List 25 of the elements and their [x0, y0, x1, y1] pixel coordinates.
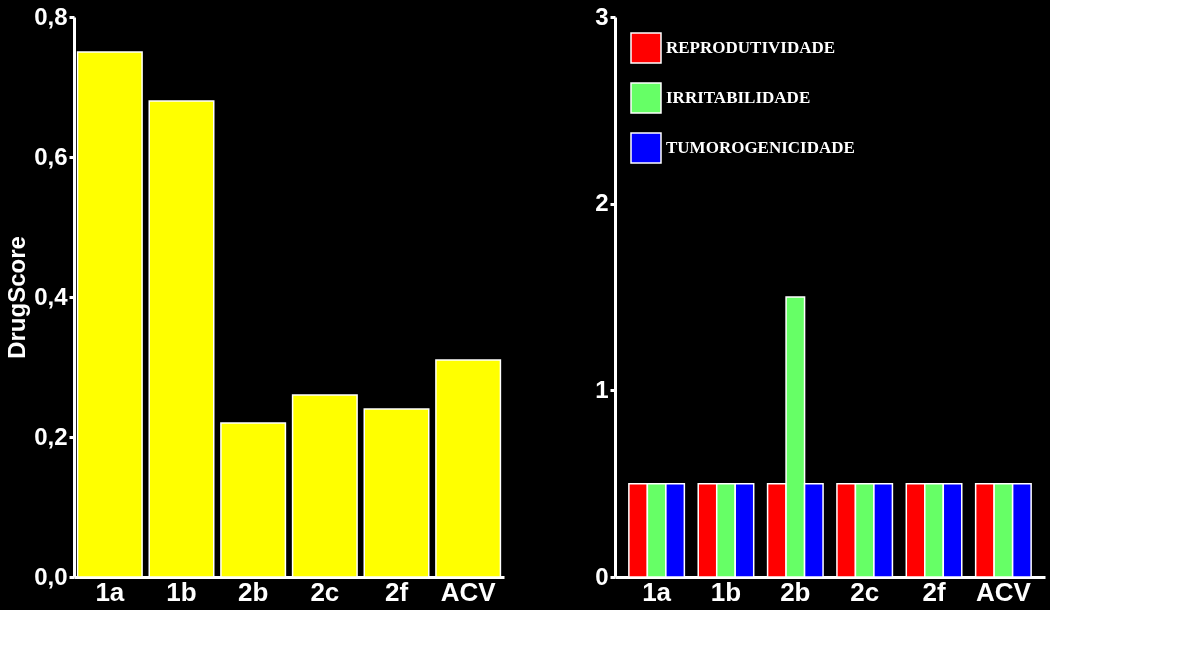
legend-label: REPRODUTIVIDADE	[666, 38, 836, 57]
x-tick-label: 1b	[710, 576, 742, 607]
y-tick-label: 0,0	[34, 562, 68, 590]
y-tick-label: 3	[595, 2, 609, 30]
x-tick-label: 2b	[237, 576, 269, 607]
x-tick-label: 2f	[922, 576, 946, 607]
x-tick-label: ACV	[975, 576, 1032, 607]
y-tick-label: 0,6	[34, 142, 68, 170]
legend-label: TUMOROGENICIDADE	[666, 138, 855, 157]
x-tick-label: 2b	[780, 576, 811, 607]
legend-label: IRRITABILIDADE	[666, 88, 811, 107]
x-tick-label: 2f	[384, 576, 409, 607]
y-tick-label: 0,8	[34, 2, 68, 30]
y-tick-label: 2	[595, 189, 609, 217]
x-tick-label: 1b	[166, 576, 197, 607]
x-tick-label: 1a	[642, 576, 672, 607]
y-axis-title: DrugScore	[3, 236, 31, 359]
x-tick-label: 2c	[850, 576, 880, 607]
y-tick-label: 0	[595, 562, 609, 590]
x-tick-label: 2c	[310, 576, 340, 607]
y-tick-label: 0,2	[34, 422, 68, 450]
x-tick-label: 1a	[95, 576, 125, 607]
y-tick-label: 1	[595, 375, 609, 403]
x-tick-label: ACV	[440, 576, 497, 607]
y-tick-label: 0,4	[34, 282, 69, 310]
